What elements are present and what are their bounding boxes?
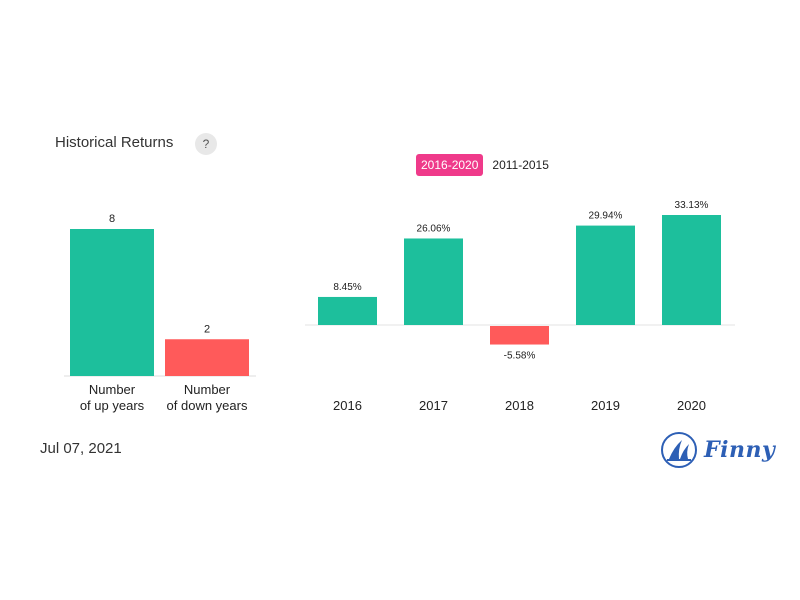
year-count-category-label: of down years (167, 398, 248, 413)
year-count-label: 2 (204, 323, 210, 335)
chart-title: Historical Returns (55, 134, 174, 151)
return-data-label: 33.13% (675, 200, 709, 211)
return-bar (404, 238, 463, 325)
year-count-category-label: Number (184, 382, 231, 397)
year-tick-label: 2020 (677, 398, 706, 413)
year-count-category-label: of up years (80, 398, 145, 413)
return-bar (576, 225, 635, 325)
year-count-bar (70, 229, 154, 376)
tab-2016-2020[interactable]: 2016-2020 (416, 154, 484, 176)
return-data-label: 26.06% (417, 223, 451, 234)
logo-text: Finny (704, 437, 776, 463)
finny-logo: Finny (660, 431, 775, 469)
year-count-category-label: Number (89, 382, 136, 397)
sailboat-logo-icon (661, 432, 697, 468)
year-count-bar (165, 339, 249, 376)
return-bar (490, 326, 549, 345)
return-data-label: 8.45% (333, 282, 361, 293)
return-data-label: 29.94% (589, 211, 623, 222)
help-icon[interactable]: ? (195, 133, 217, 155)
year-tick-label: 2019 (591, 398, 620, 413)
as-of-date: Jul 07, 2021 (40, 440, 122, 457)
tab-2011-2015[interactable]: 2011-2015 (492, 158, 549, 172)
year-tick-label: 2017 (419, 398, 448, 413)
year-tick-label: 2016 (333, 398, 362, 413)
return-bar (318, 296, 377, 325)
year-count-label: 8 (109, 213, 115, 225)
year-tick-label: 2018 (505, 398, 534, 413)
return-bar (662, 215, 721, 325)
return-data-label: -5.58% (504, 351, 536, 362)
period-tabs: 2016-2020 2011-2015 (416, 154, 554, 176)
